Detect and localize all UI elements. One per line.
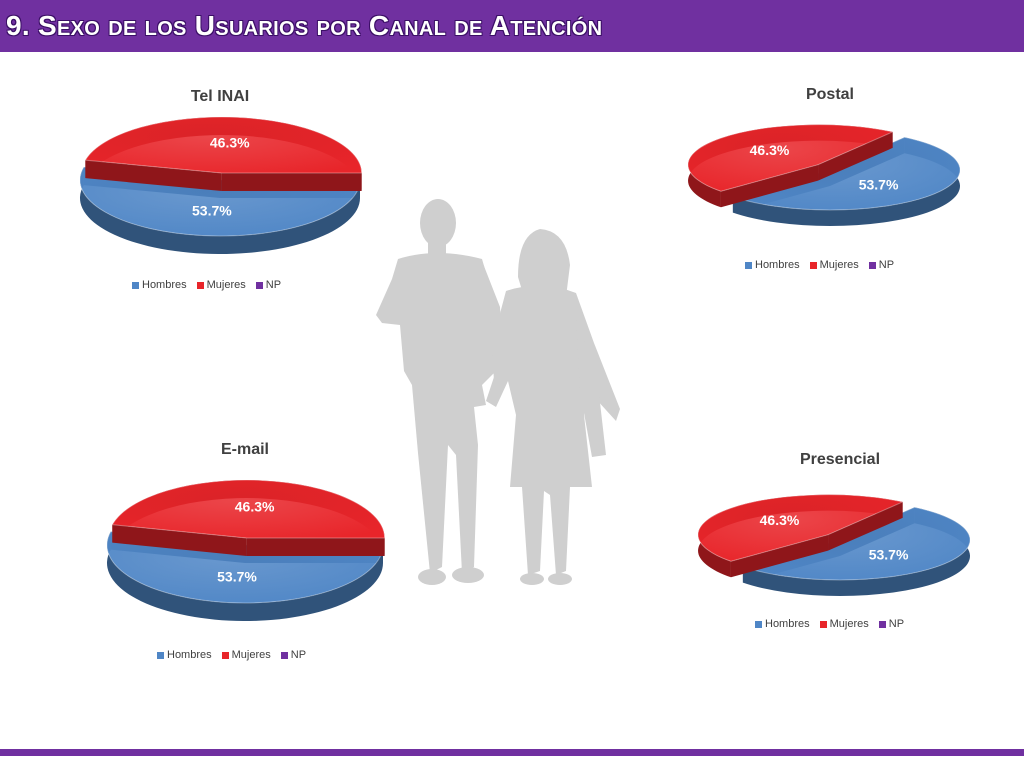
pie-slice-wall (720, 164, 819, 208)
legend-item-hombres: Hombres (745, 259, 800, 271)
legend-label: NP (888, 618, 905, 630)
legend-swatch (878, 620, 886, 628)
data-label: 46.3% (750, 142, 790, 158)
data-label: 53.7% (192, 203, 232, 219)
legend-swatch (132, 281, 139, 289)
legend-label: Mujeres (829, 618, 869, 630)
legend-label: NP (878, 259, 895, 271)
pie-slice-mujeres (697, 494, 905, 562)
legend-swatch (809, 261, 817, 269)
legend-label: Hombres (142, 279, 187, 291)
pie-slice-mujeres (84, 116, 363, 174)
chart-title: Postal (805, 86, 854, 103)
pie-chart: 53.7% 46.3% (79, 116, 363, 255)
data-label: 53.7% (859, 177, 899, 193)
legend-item-mujeres: Mujeres (809, 259, 859, 271)
legend-swatch (755, 620, 762, 628)
data-label: 46.3% (235, 498, 275, 514)
pie-slice-wall (246, 538, 385, 557)
couple-silhouette-image (376, 199, 620, 585)
legend-label: Hombres (755, 259, 800, 271)
legend-item-hombres: Hombres (157, 649, 212, 661)
pie-slice-side (732, 137, 960, 226)
pie-slice-wall (112, 524, 247, 557)
legend-item-hombres: Hombres (132, 279, 187, 291)
chart-legend: Hombres Mujeres NP (755, 618, 904, 630)
legend-item-np: NP (255, 279, 282, 291)
pie-slice-wall (221, 173, 362, 192)
chart-legend: Hombres Mujeres NP (157, 649, 306, 661)
legend-label: Hombres (765, 618, 810, 630)
legend-swatch (868, 261, 876, 269)
legend-swatch (255, 281, 263, 289)
pie-chart: 53.7% 46.3% (106, 479, 386, 621)
legend-swatch (221, 651, 229, 659)
title-bar: 9. Sexo de los Usuarios por Canal de Ate… (0, 0, 1024, 52)
pie-chart: 53.7% 46.3% (687, 124, 961, 226)
pie-chart: 53.7% 46.3% (697, 494, 971, 596)
chart-tel-inai: Tel INAI 53.7% 46.3% Hombres Mujeres NP (70, 80, 370, 300)
legend-label: Mujeres (206, 279, 246, 291)
chart-postal: Postal 53.7% 46.3% Hombres Mujeres NP (680, 80, 980, 280)
data-label: 46.3% (210, 134, 250, 150)
chart-legend: Hombres Mujeres NP (132, 279, 281, 291)
legend-swatch (745, 261, 752, 269)
pie-slice-wall (818, 131, 893, 181)
legend-swatch (819, 620, 827, 628)
pie-slice-mujeres (111, 479, 386, 539)
pie-slice-wall (85, 160, 222, 192)
legend-label: Mujeres (231, 649, 271, 661)
pie-slice-hombres (741, 506, 971, 581)
pie-slice-hombres (731, 136, 961, 211)
legend-item-np: NP (878, 618, 905, 630)
pie-slice-side (79, 167, 360, 255)
legend-item-mujeres: Mujeres (196, 279, 246, 291)
chart-title: E-mail (220, 441, 269, 458)
pie-slice-side (107, 531, 383, 621)
legend-swatch (157, 651, 164, 659)
legend-label: NP (265, 279, 282, 291)
slide-title: 9. Sexo de los Usuarios por Canal de Ate… (6, 10, 603, 41)
legend-item-mujeres: Mujeres (819, 618, 869, 630)
bottom-rule (0, 749, 1024, 756)
pie-slice-wall (828, 501, 903, 551)
legend-item-np: NP (280, 649, 307, 661)
data-label: 53.7% (869, 547, 909, 563)
legend-swatch (196, 281, 204, 289)
data-label: 46.3% (760, 512, 800, 528)
legend-label: Hombres (167, 649, 212, 661)
chart-email: E-mail 53.7% 46.3% Hombres Mujeres NP (95, 435, 395, 675)
data-label: 53.7% (217, 569, 257, 585)
pie-slice-side (742, 507, 970, 596)
legend-item-mujeres: Mujeres (221, 649, 271, 661)
chart-title: Tel INAI (190, 88, 250, 105)
legend-swatch (280, 651, 288, 659)
pie-slice-wall (730, 534, 829, 578)
legend-label: NP (290, 649, 307, 661)
legend-item-hombres: Hombres (755, 618, 810, 630)
legend-item-np: NP (868, 259, 895, 271)
chart-title: Presencial (799, 451, 881, 468)
chart-presencial: Presencial 53.7% 46.3% Hombres Mujeres NP (690, 445, 990, 645)
pie-slice-mujeres (687, 124, 895, 192)
chart-legend: Hombres Mujeres NP (745, 259, 894, 271)
legend-label: Mujeres (819, 259, 859, 271)
